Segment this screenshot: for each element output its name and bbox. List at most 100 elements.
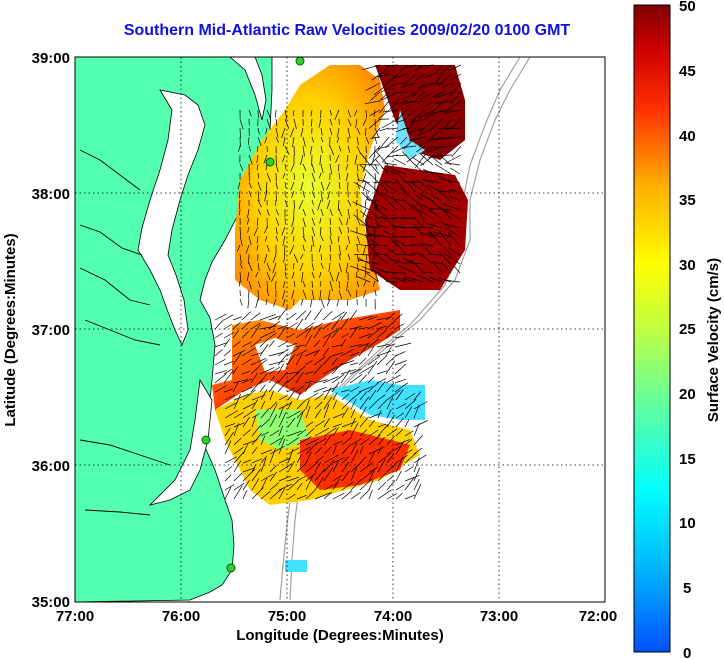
velocity-vector [313,386,327,393]
velocity-vector [399,186,416,202]
velocity-vector [248,154,253,165]
velocity-vector [340,333,350,339]
velocity-vector [296,436,312,446]
velocity-vector [341,461,350,473]
velocity-vector [377,472,387,482]
velocity-vector [386,414,395,428]
velocity-vector [241,378,252,384]
velocity-vector [283,244,286,255]
velocity-vector [394,313,403,321]
velocity-vector [223,323,233,330]
velocity-vector [269,465,277,473]
colorbar-tick: 10 [679,515,696,532]
velocity-vector [224,440,232,455]
velocity-vector [338,235,340,243]
velocity-vector [214,358,226,366]
velocity-vector [256,235,259,244]
velocity-vector [406,100,426,103]
velocity-vector [284,271,287,278]
velocity-vector [284,181,287,189]
velocity-vector [239,235,243,247]
velocity-vector [284,217,286,225]
velocity-vector [404,449,413,455]
velocity-vector [386,396,394,410]
velocity-vector [395,493,403,500]
velocity-vector [377,452,392,464]
velocity-vector [272,253,277,264]
x-axis: 77:00 76:00 75:00 74:00 73:00 72:00 Long… [56,608,617,644]
velocity-vector [450,167,461,175]
velocity-vector [375,254,389,265]
velocity-vector [296,454,302,464]
velocity-vector [311,289,315,301]
velocity-vector [329,163,333,175]
velocity-vector [422,178,443,184]
velocity-vector [346,217,349,226]
velocity-vector [445,162,461,166]
velocity-vector [350,408,356,419]
velocity-vector [436,174,452,184]
velocity-vector [340,311,347,321]
velocity-vector [353,181,371,193]
velocity-vector [406,118,417,132]
velocity-vector [320,235,324,242]
velocity-vector [386,493,397,500]
velocity-vector [417,127,435,136]
velocity-vector [441,82,453,89]
velocity-vector [396,100,408,105]
velocity-vector [329,127,333,136]
velocity-vector [371,201,389,211]
velocity-vector [402,198,416,211]
velocity-vector [350,417,356,428]
velocity-vector [248,235,252,246]
velocity-vector [268,351,285,357]
velocity-vector [358,315,373,321]
velocity-vector [311,199,314,206]
velocity-vector [362,64,381,71]
velocity-vector [358,343,369,357]
river-4 [84,319,161,346]
velocity-vector [448,189,461,193]
velocity-vector [354,109,358,117]
velocity-vector [362,181,367,192]
velocity-vector [233,393,242,410]
velocity-vector [374,136,378,144]
velocity-vector [368,173,380,184]
velocity-vector [250,379,263,393]
velocity-vector [233,437,242,446]
velocity-vector [322,322,332,330]
velocity-vector [323,387,332,401]
velocity-vector [311,136,314,143]
velocity-vector [286,371,298,375]
velocity-vector [239,271,242,283]
velocity-vector [287,447,300,455]
velocity-vector [444,227,461,238]
velocity-vector [331,352,344,357]
velocity-vector [401,278,416,283]
velocity-vector [356,181,360,190]
velocity-vector [329,208,333,216]
velocity-vector [331,381,340,393]
velocity-vector [417,64,435,67]
velocity-vector [451,145,462,157]
velocity-vector [350,461,363,473]
velocity-vector [374,271,379,282]
velocity-vector [302,163,307,172]
velocity-vector [334,109,340,120]
velocity-vector [341,481,354,491]
velocity-vector [259,359,268,366]
velocity-vector [377,423,387,428]
velocity-vector [250,322,261,330]
velocity-vector [419,242,434,247]
velocity-vector [367,355,381,366]
velocity-vector [313,364,323,375]
velocity-vector [248,145,251,152]
velocity-vector [350,438,362,446]
velocity-vector [313,322,323,330]
velocity-vector [292,262,295,270]
velocity-vector [397,91,408,93]
velocity-vector [367,345,375,357]
velocity-vector [304,350,319,357]
velocity-vector [329,118,333,126]
velocity-vector [304,360,313,366]
